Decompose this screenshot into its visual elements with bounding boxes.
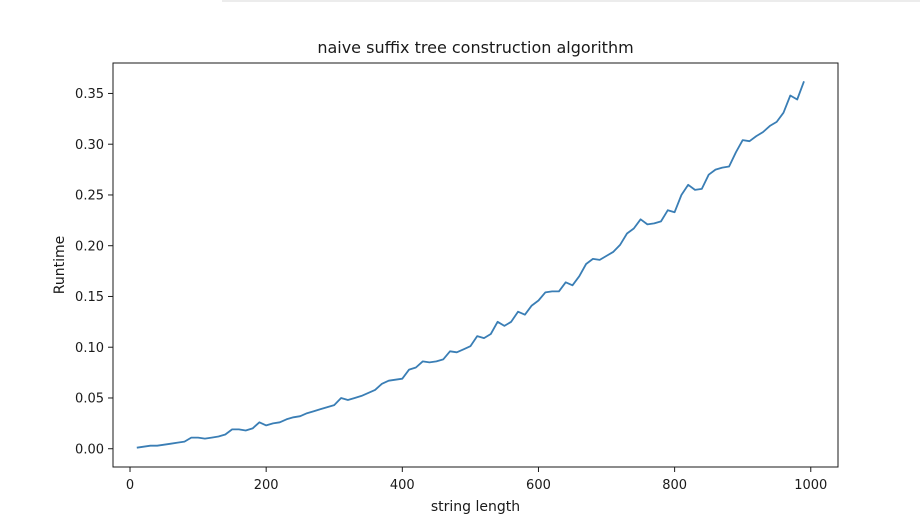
y-tick-label: 0.35 xyxy=(75,87,104,102)
y-tick-label: 0.25 xyxy=(75,189,104,204)
y-tick-label: 0.30 xyxy=(75,138,104,153)
top-divider xyxy=(222,0,920,2)
y-tick-label: 0.05 xyxy=(75,392,104,407)
y-tick-label: 0.20 xyxy=(75,239,104,254)
x-tick-label: 600 xyxy=(526,478,551,493)
axes-frame xyxy=(112,62,839,468)
runtime-series-line xyxy=(136,80,805,449)
y-tick-label: 0.10 xyxy=(75,341,104,356)
y-axis: 0.00 0.05 0.10 0.15 0.20 0.25 0.30 0.35 xyxy=(75,87,113,457)
y-axis-label: Runtime xyxy=(52,236,68,294)
chart-title: naive suffix tree construction algorithm xyxy=(317,38,633,57)
x-axis: 0 200 400 600 800 1000 xyxy=(126,467,827,493)
x-tick-label: 1000 xyxy=(794,478,827,493)
x-tick-label: 200 xyxy=(254,478,279,493)
x-tick-label: 400 xyxy=(390,478,415,493)
y-tick-label: 0.15 xyxy=(75,290,104,305)
y-tick-label: 0.00 xyxy=(75,442,104,457)
x-tick-label: 800 xyxy=(662,478,687,493)
x-tick-label: 0 xyxy=(126,478,134,493)
plot-area xyxy=(136,80,805,449)
x-axis-label: string length xyxy=(431,499,520,515)
